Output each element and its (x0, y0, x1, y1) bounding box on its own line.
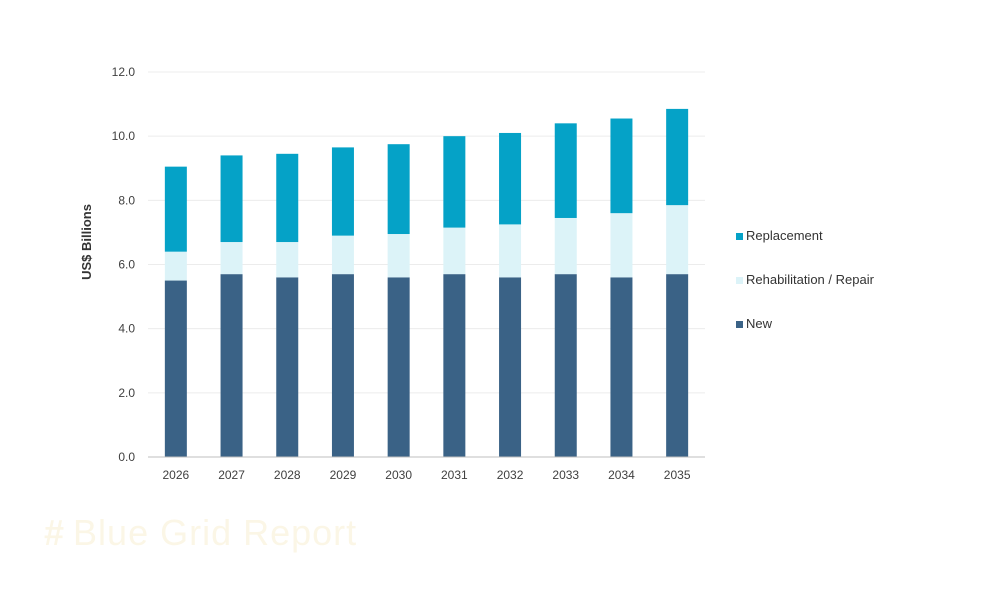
y-tick-label: 10.0 (112, 129, 136, 143)
legend-label: Replacement (746, 228, 823, 243)
bar-segment-rehabilitation-repair (276, 242, 299, 278)
y-axis-title: US$ Billions (79, 204, 94, 280)
x-tick-label: 2028 (274, 468, 301, 482)
watermark-text: Blue Grid Report (73, 512, 358, 553)
y-tick-label: 8.0 (118, 193, 135, 207)
y-tick-label: 4.0 (118, 322, 135, 336)
bar-segment-replacement (666, 108, 689, 206)
legend-swatch (736, 277, 743, 284)
y-tick-label: 12.0 (112, 65, 136, 79)
bar-segment-new (331, 274, 354, 457)
bar-segment-new (610, 277, 633, 457)
bar-segment-rehabilitation-repair (499, 224, 522, 278)
legend-label: Rehabilitation / Repair (746, 272, 875, 287)
bar-segment-rehabilitation-repair (331, 235, 354, 275)
x-tick-label: 2027 (218, 468, 245, 482)
bar-segment-replacement (499, 132, 522, 225)
bar-segment-rehabilitation-repair (220, 242, 243, 275)
bar-segment-replacement (164, 166, 187, 252)
x-tick-label: 2034 (608, 468, 635, 482)
x-tick-label: 2031 (441, 468, 468, 482)
bar-segment-new (666, 274, 689, 457)
bar-segment-replacement (220, 155, 243, 243)
y-tick-label: 0.0 (118, 450, 135, 464)
legend-swatch (736, 233, 743, 240)
x-tick-label: 2032 (497, 468, 524, 482)
legend: Replacement Rehabilitation / Repair New (736, 228, 875, 331)
bar-segment-new (443, 274, 466, 457)
bar-segment-new (164, 280, 187, 457)
bar-segment-replacement (276, 153, 299, 243)
bar-segment-new (499, 277, 522, 457)
axes: 0.0 2.0 4.0 6.0 8.0 10.0 12.0 2026 2027 2028 2029 2… (112, 65, 705, 482)
bar-segment-replacement (331, 147, 354, 236)
bar-segment-replacement (554, 123, 577, 218)
x-tick-label: 2033 (552, 468, 579, 482)
legend-label: New (746, 316, 773, 331)
x-tick-label: 2026 (162, 468, 189, 482)
legend-swatch (736, 321, 743, 328)
watermark-logo: # Blue Grid Report (44, 512, 357, 554)
bar-segment-replacement (443, 136, 466, 228)
bar-segment-new (387, 277, 410, 457)
bar-segment-replacement (387, 144, 410, 235)
bar-segment-rehabilitation-repair (443, 227, 466, 275)
bar-segment-rehabilitation-repair (387, 234, 410, 278)
x-tick-label: 2029 (330, 468, 357, 482)
bar-segment-new (276, 277, 299, 457)
y-tick-label: 2.0 (118, 386, 135, 400)
bar-segment-new (554, 274, 577, 457)
bar-segment-rehabilitation-repair (666, 205, 689, 275)
bar-segment-rehabilitation-repair (554, 217, 577, 275)
bar-segment-rehabilitation-repair (164, 251, 187, 281)
y-tick-label: 6.0 (118, 258, 135, 272)
hash-icon: # (44, 512, 66, 553)
bar-segment-rehabilitation-repair (610, 213, 633, 278)
x-tick-label: 2035 (664, 468, 691, 482)
bar-segment-new (220, 274, 243, 457)
x-tick-label: 2030 (385, 468, 412, 482)
bars (164, 108, 689, 457)
bar-segment-replacement (610, 118, 633, 214)
